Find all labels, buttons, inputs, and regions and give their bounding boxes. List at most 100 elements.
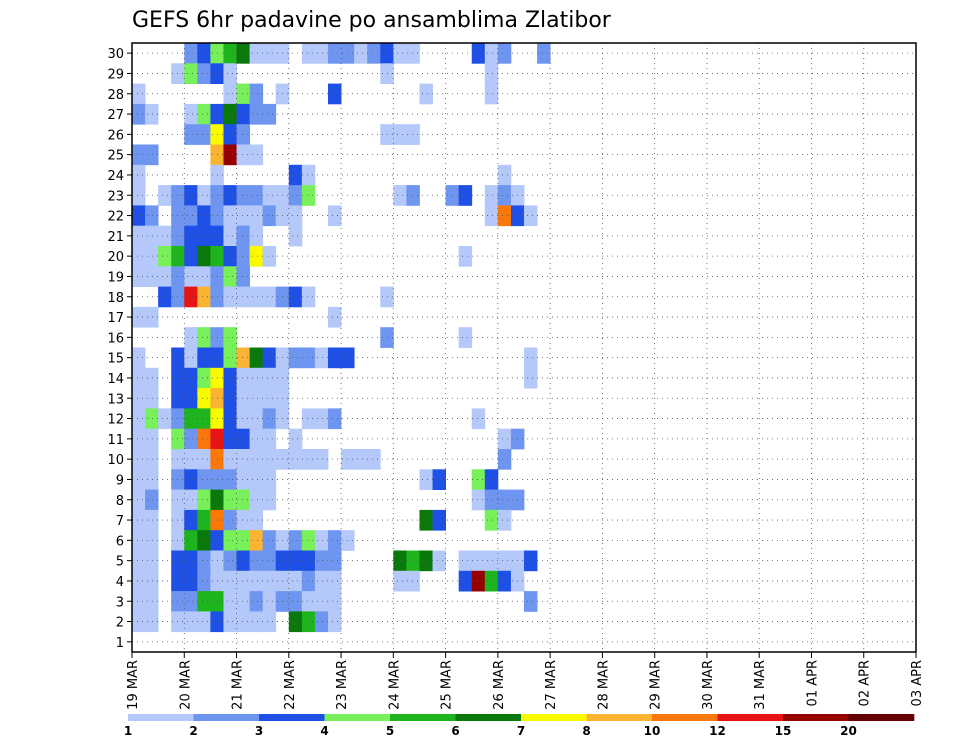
y-tick-label: 4 [116, 575, 124, 590]
heatmap-cell [145, 509, 159, 531]
heatmap-cell [484, 570, 499, 592]
heatmap-cell [236, 469, 250, 490]
heatmap-cell [458, 185, 473, 206]
heatmap-cell [236, 103, 250, 125]
y-tick-label: 22 [107, 210, 124, 225]
y-tick-label: 3 [116, 595, 124, 610]
heatmap-cell [223, 469, 237, 490]
heatmap-cell [262, 205, 277, 227]
heatmap-cell [132, 550, 146, 572]
heatmap-cell [197, 124, 211, 145]
x-tick-label: 29 MAR [649, 660, 664, 710]
heatmap-cell [132, 246, 146, 267]
heatmap-cell [197, 103, 211, 125]
heatmap-cell [145, 367, 159, 389]
heatmap-cell [328, 530, 342, 551]
colorbar-label: 4 [320, 724, 328, 738]
heatmap-cell [497, 489, 512, 511]
colorbar-segment [193, 714, 260, 721]
heatmap-cell [262, 530, 277, 551]
colorbar-segment [455, 714, 522, 721]
colorbar-segment [324, 714, 391, 721]
heatmap-cell [223, 327, 237, 348]
heatmap-cell [132, 83, 146, 105]
x-tick-label: 25 MAR [440, 660, 455, 710]
heatmap-cell [393, 570, 407, 592]
heatmap-cell [262, 449, 277, 470]
heatmap-cell [262, 246, 277, 267]
colorbar-label: 5 [386, 724, 394, 738]
heatmap-cell [197, 509, 211, 531]
heatmap-cell [236, 185, 250, 206]
heatmap-cell [393, 185, 407, 206]
x-tick-label: 19 MAR [126, 660, 141, 710]
heatmap-cell [249, 611, 264, 633]
heatmap-cell [262, 367, 277, 389]
heatmap-cell [419, 469, 433, 490]
heatmap-cell [471, 550, 486, 572]
heatmap-cell [301, 550, 316, 572]
heatmap-cell [484, 489, 499, 511]
x-axis: 19 MAR 20 MAR 21 MAR 22 MAR 23 MAR 24 MAR 25 M… [126, 652, 925, 710]
heatmap-cell [236, 509, 250, 531]
heatmap-cell [497, 43, 512, 64]
colorbar-label: 1 [124, 724, 132, 738]
heatmap-cell [328, 408, 342, 430]
heatmap-cell [484, 205, 499, 227]
colorbar-segment [521, 714, 587, 721]
heatmap-cell [471, 43, 486, 64]
heatmap-cell [249, 286, 264, 308]
heatmap-cell [524, 550, 538, 572]
heatmap-cell [197, 185, 211, 206]
heatmap-cell [249, 591, 264, 612]
heatmap-cell [497, 185, 512, 206]
y-tick-label: 15 [107, 352, 124, 367]
heatmap-cell [288, 347, 303, 369]
heatmap-cell [145, 550, 159, 572]
y-tick-label: 1 [116, 636, 124, 651]
heatmap-cell [184, 43, 198, 64]
y-axis: 1234567891011121314151617181920212223242… [107, 47, 132, 651]
y-tick-label: 26 [107, 128, 124, 143]
heatmap-cell [288, 428, 303, 450]
heatmap-cell [223, 489, 237, 511]
heatmap-cell [223, 266, 237, 287]
heatmap-cell [249, 570, 264, 592]
heatmap-cell [328, 591, 342, 612]
heatmap-cell [497, 509, 512, 531]
heatmap-cell [197, 388, 211, 409]
x-tick-label: 03 APR [910, 660, 925, 706]
heatmap-cell [197, 63, 211, 84]
heatmap-cell [236, 225, 250, 247]
heatmap-cell [197, 408, 211, 430]
heatmap-cell [197, 367, 211, 389]
heatmap-cell [223, 611, 237, 633]
y-tick-label: 12 [107, 413, 124, 428]
heatmap-cell [354, 43, 368, 64]
heatmap-cell [223, 408, 237, 430]
y-tick-label: 2 [116, 616, 124, 631]
x-tick-label: 31 MAR [753, 660, 768, 710]
heatmap-cell [458, 550, 473, 572]
heatmap-cell [249, 388, 264, 409]
heatmap-cell [328, 205, 342, 227]
heatmap-cell [184, 103, 198, 125]
heatmap-cell [236, 266, 250, 287]
heatmap-cell [132, 570, 146, 592]
heatmap-cell [262, 103, 277, 125]
colorbar-label: 6 [451, 724, 459, 738]
heatmap-cell [249, 449, 264, 470]
y-tick-label: 14 [107, 372, 124, 387]
heatmap-cell [145, 225, 159, 247]
heatmap-cell [249, 367, 264, 389]
heatmap-cell [197, 489, 211, 511]
heatmap-cell [236, 408, 250, 430]
heatmap-cell [184, 124, 198, 145]
heatmap-cell [236, 286, 250, 308]
y-tick-label: 20 [107, 250, 124, 265]
heatmap-cell [262, 347, 277, 369]
heatmap-cell [314, 591, 329, 612]
heatmap-cell [197, 570, 211, 592]
heatmap-cell [145, 266, 159, 287]
plot-frame [131, 42, 917, 653]
